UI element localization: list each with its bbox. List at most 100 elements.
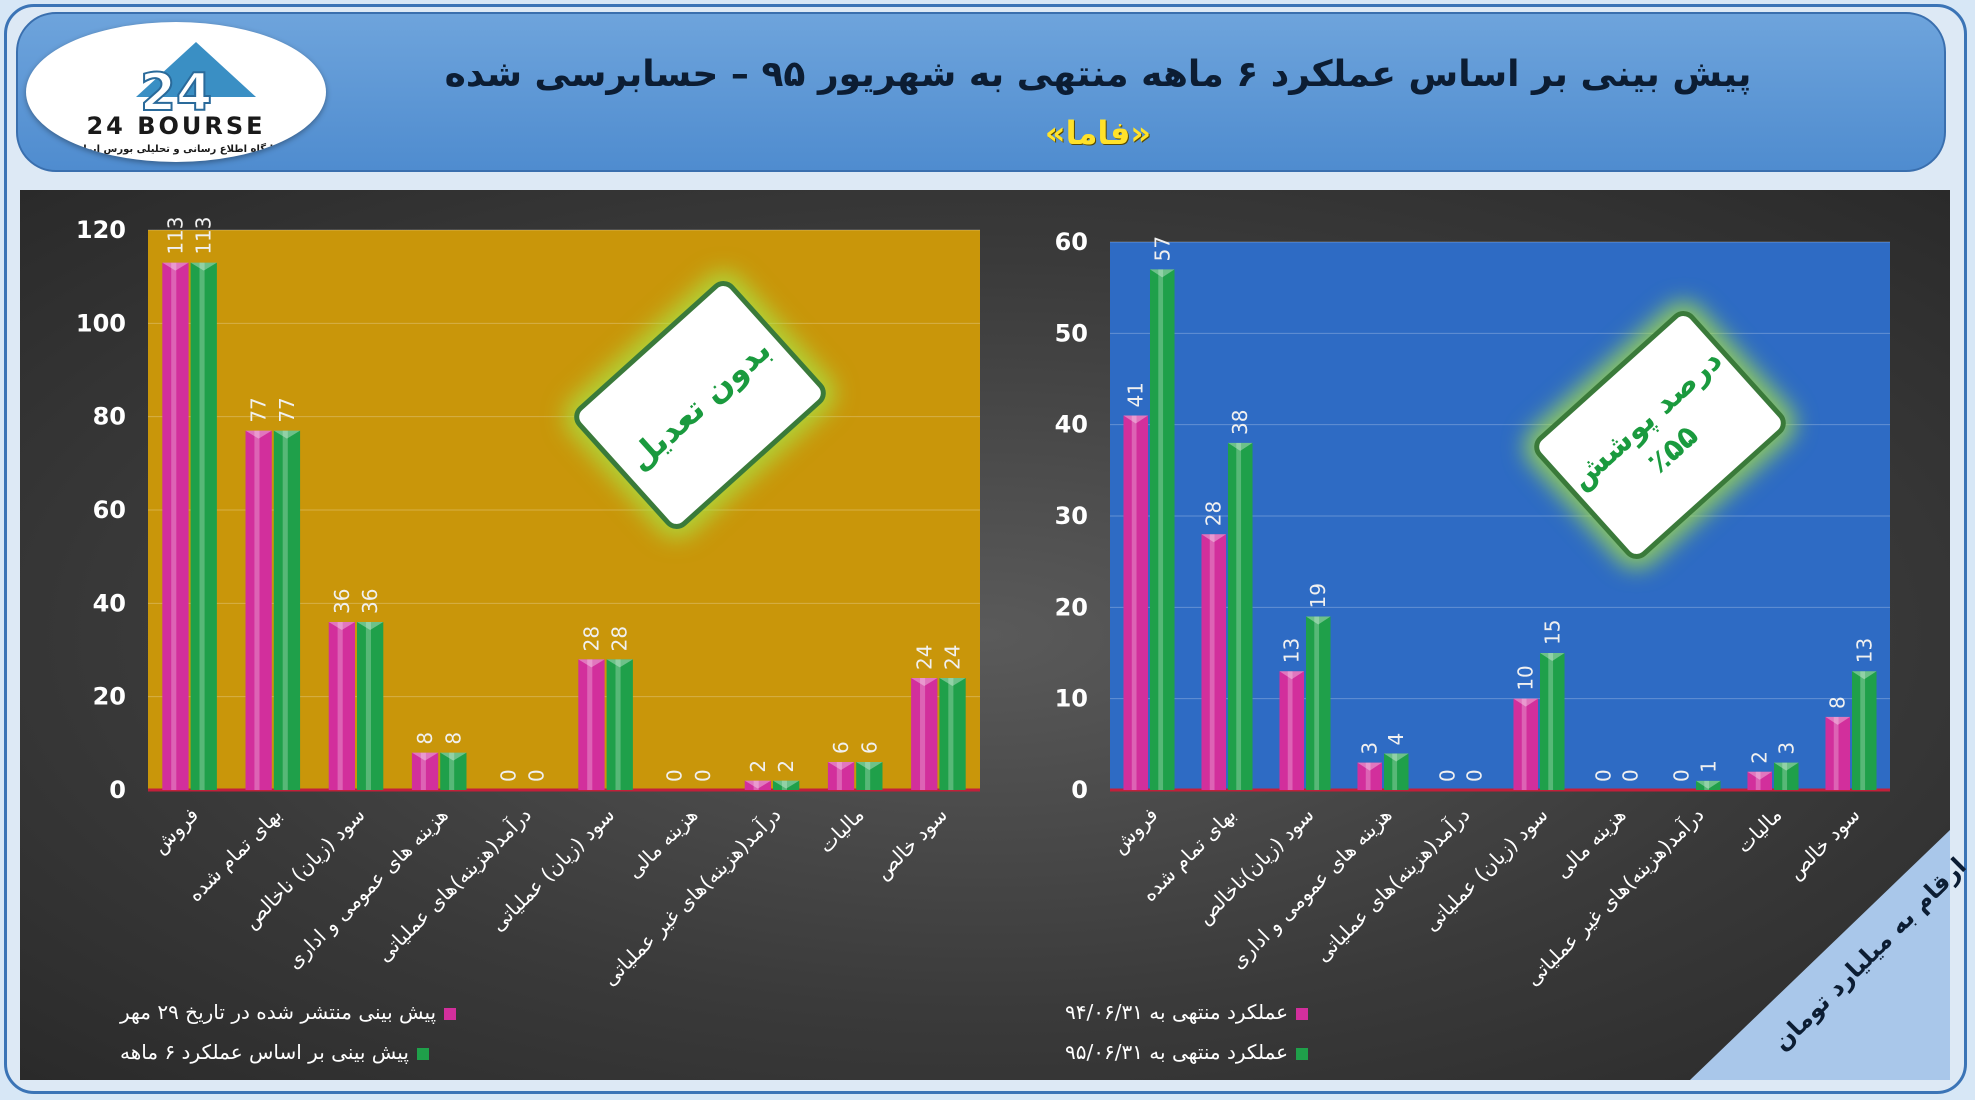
bar [411,752,439,790]
bar-highlight [420,752,426,790]
bar-highlight [615,659,621,790]
data-label: 28 [608,626,632,651]
bar-cap [578,659,605,668]
data-label: 38 [1228,409,1252,434]
bar-highlight [1209,534,1215,790]
data-label: 8 [413,732,437,745]
bar-cap [273,430,301,439]
bar [1228,442,1253,790]
bar-highlight [1158,269,1164,790]
data-label: 36 [330,589,354,614]
bar-highlight [1860,671,1866,790]
data-label: 0 [1618,769,1642,782]
bar [1696,780,1721,790]
data-label: 77 [247,397,271,422]
data-label: 0 [1592,769,1616,782]
bar-highlight [1131,415,1137,790]
x-category-label: فروش [1107,803,1163,859]
bar [939,678,966,790]
right-legend-item-1: عملکرد منتهی به ۹۴/۰۶/۳۱ [1065,1000,1309,1024]
data-label: 8 [1826,696,1850,709]
y-tick-label: 20 [93,683,126,711]
x-category-label: فروش [148,803,204,859]
bar [1774,762,1799,790]
data-label: 15 [1540,620,1564,645]
data-label: 0 [663,769,687,782]
data-label: 28 [1202,501,1226,526]
bar [578,659,605,790]
bar [827,762,855,790]
left-legend-item-2: پیش بینی بر اساس عملکرد ۶ ماهه [120,1040,429,1064]
bar-highlight [753,780,759,790]
bar-cap [1852,671,1877,680]
x-category-label: درآمد(هزینه)های عملیاتی [1310,802,1475,967]
bar-highlight [1755,771,1761,790]
bar-highlight [1236,442,1242,790]
bar-cap [1306,616,1331,625]
bar-cap [190,262,217,271]
bar-cap [357,622,384,630]
bar-highlight [920,678,926,790]
data-label: 13 [1280,638,1304,663]
bar-highlight [1314,616,1320,790]
bar [1150,269,1175,790]
x-category-label: مالیات [1731,803,1786,858]
bar-highlight [282,430,288,790]
bar-cap [1540,653,1565,661]
bar-cap [245,430,272,439]
bar-highlight [1704,780,1710,790]
y-tick-label: 120 [76,216,126,244]
bar [1513,698,1538,790]
bar-highlight [1365,762,1371,790]
bar [744,780,771,790]
data-label: 77 [275,397,299,422]
data-label: 41 [1124,382,1148,407]
data-label: 36 [358,589,382,614]
right-legend-item-2: عملکرد منتهی به ۹۵/۰۶/۳۱ [1065,1040,1309,1064]
bar-cap [939,678,966,686]
bar [1852,671,1877,790]
green-marker-icon [416,1047,429,1060]
bar-cap [911,678,938,686]
bar-cap [856,762,883,770]
bar-highlight [948,678,954,790]
y-tick-label: 60 [93,496,126,524]
bar-cap [1825,716,1850,725]
bar [773,780,800,790]
data-label: 28 [579,626,603,651]
data-label: 0 [691,769,715,782]
data-label: 2 [774,760,798,773]
data-label: 113 [192,216,216,254]
data-label: 6 [829,741,853,754]
bar [856,762,883,790]
y-tick-label: 60 [1055,228,1088,256]
bar-highlight [1521,698,1527,790]
data-label: 2 [1748,751,1772,764]
bar-cap [773,780,800,789]
bar-cap [606,659,633,668]
bar-highlight [781,780,787,790]
data-label: 2 [746,760,770,773]
bar [273,430,301,790]
bar [1306,616,1331,790]
bar [357,622,384,790]
bar [1825,716,1850,790]
data-label: 0 [496,769,520,782]
bar-highlight [865,762,871,790]
x-category-label: هزینه مالی [622,803,702,883]
bar-cap [1774,762,1799,771]
bar [162,262,189,791]
bar [911,678,938,790]
bar-cap [328,622,355,630]
bar-cap [1279,671,1304,680]
x-category-label: سود خالص [1783,803,1865,885]
magenta-marker-icon [444,1007,457,1020]
bar [1540,653,1565,790]
bar [245,430,272,790]
bar [1384,753,1409,790]
data-label: 24 [912,645,936,670]
bar-highlight [1392,753,1398,790]
bar-highlight [199,262,205,791]
logo-triangle-icon [136,42,256,97]
